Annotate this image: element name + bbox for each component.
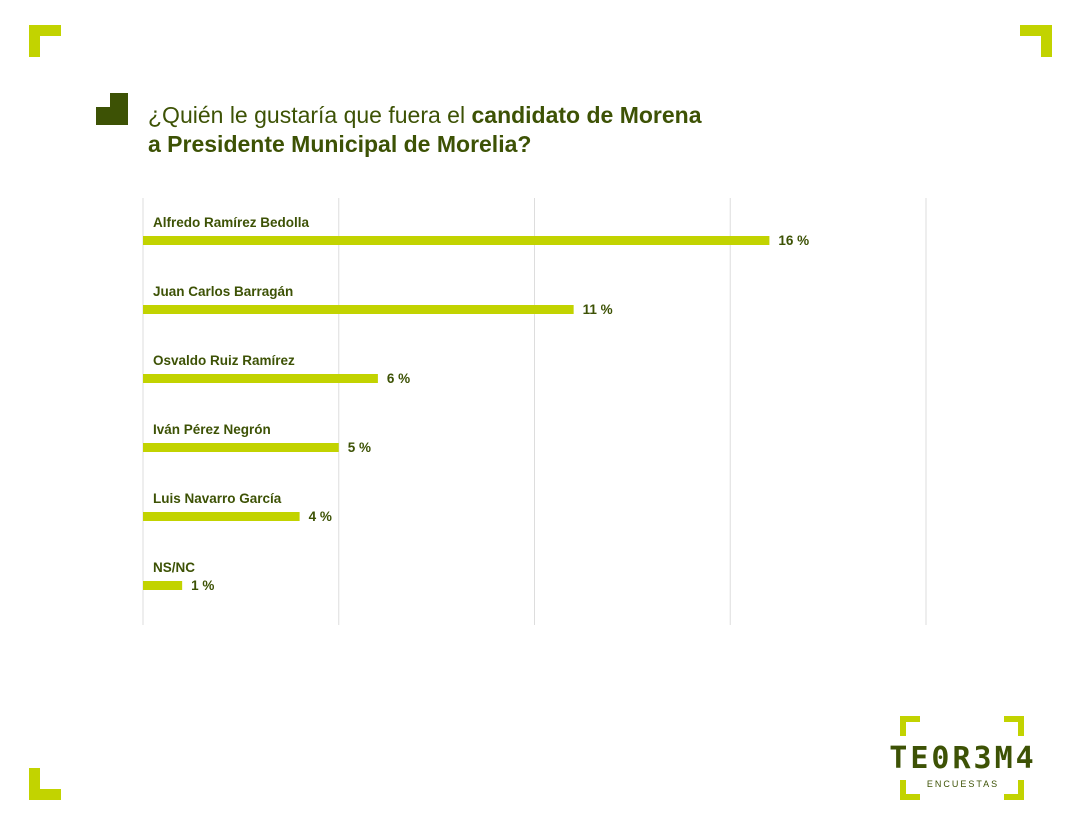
value-label: 5 % bbox=[348, 440, 371, 455]
corner-bracket-bottom-left bbox=[29, 768, 61, 800]
bar bbox=[143, 443, 339, 452]
title-bold-line-2: a Presidente Municipal de Morelia? bbox=[148, 131, 532, 157]
category-label: Iván Pérez Negrón bbox=[153, 422, 271, 437]
bar bbox=[143, 374, 378, 383]
title-bracket-icon bbox=[96, 93, 128, 125]
bar bbox=[143, 236, 770, 245]
value-label: 4 % bbox=[309, 509, 332, 524]
bar bbox=[143, 512, 300, 521]
category-label: Osvaldo Ruiz Ramírez bbox=[153, 353, 295, 368]
teorema-logo: TE0R3M4 ENCUESTAS bbox=[868, 716, 1058, 802]
logo-bracket-icon bbox=[1004, 716, 1024, 736]
value-label: 1 % bbox=[191, 578, 214, 593]
category-label: Luis Navarro García bbox=[153, 491, 282, 506]
logo-subtitle: ENCUESTAS bbox=[926, 779, 1000, 789]
value-label: 11 % bbox=[583, 302, 613, 317]
category-label: NS/NC bbox=[153, 560, 195, 575]
logo-bracket-icon bbox=[900, 780, 920, 800]
category-label: Juan Carlos Barragán bbox=[153, 284, 293, 299]
corner-bracket-top-right bbox=[1020, 25, 1052, 57]
title-regular: ¿Quién le gustaría que fuera el bbox=[148, 102, 472, 128]
corner-bracket-top-left bbox=[29, 25, 61, 57]
bar bbox=[143, 581, 183, 590]
category-label: Alfredo Ramírez Bedolla bbox=[153, 215, 310, 230]
chart-title: ¿Quién le gustaría que fuera el candidat… bbox=[148, 101, 848, 159]
value-label: 16 % bbox=[778, 233, 809, 248]
title-bold-line-1: candidato de Morena bbox=[471, 102, 702, 128]
bar bbox=[143, 305, 574, 314]
logo-bracket-icon bbox=[900, 716, 920, 736]
logo-bracket-icon bbox=[1004, 780, 1024, 800]
value-label: 6 % bbox=[387, 371, 410, 386]
logo-wordmark: TE0R3M4 bbox=[889, 741, 1037, 776]
